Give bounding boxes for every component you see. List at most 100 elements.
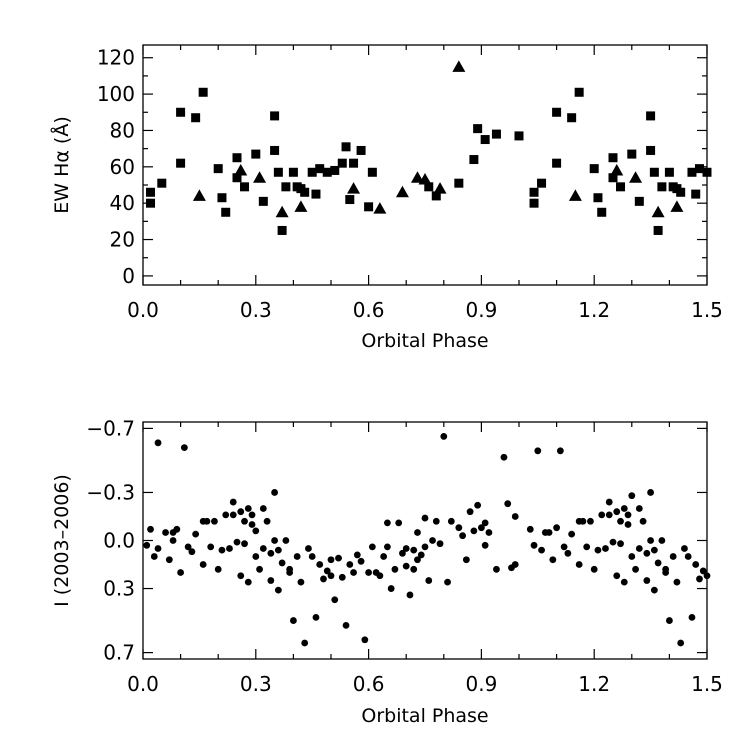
data-point-circle xyxy=(485,529,493,536)
top-panel-y-axis-label: EW Hα (Å) xyxy=(50,116,73,214)
data-point-circle xyxy=(628,553,636,560)
data-point-circle xyxy=(188,548,196,556)
data-point-square xyxy=(251,149,261,159)
data-point-circle xyxy=(305,545,312,552)
data-point-circle xyxy=(274,546,282,554)
data-point-circle xyxy=(481,541,489,549)
data-point-circle xyxy=(692,561,700,568)
data-point-circle xyxy=(696,575,703,583)
data-point-square xyxy=(424,182,434,192)
data-point-square xyxy=(589,164,599,174)
data-point-square xyxy=(288,167,298,177)
x-tick-label: 0.3 xyxy=(240,672,272,696)
data-point-circle xyxy=(252,527,260,535)
data-point-square xyxy=(597,207,607,217)
data-point-square xyxy=(567,113,577,123)
data-point-circle xyxy=(391,565,399,573)
y-tick-label: 0 xyxy=(122,264,135,288)
data-point-circle xyxy=(568,530,576,538)
data-point-square xyxy=(514,131,524,141)
y-tick-label: 60 xyxy=(110,155,135,179)
data-point-square xyxy=(608,173,618,183)
data-point-square xyxy=(337,158,347,168)
data-point-circle xyxy=(406,591,414,599)
data-point-circle xyxy=(549,556,557,564)
data-point-square xyxy=(146,198,156,208)
top-panel-ew-halpha: Orbital Phase EW Hα (Å) 0.0 0.3 0.6 0.9 1.2 1… xyxy=(50,44,723,352)
data-point-circle xyxy=(297,578,305,586)
data-point-triangle xyxy=(433,182,447,194)
data-point-square xyxy=(146,187,156,197)
data-point-circle xyxy=(384,519,391,527)
y-tick-label: 20 xyxy=(110,228,135,252)
data-point-circle xyxy=(613,508,621,516)
data-point-square xyxy=(653,225,663,235)
data-point-square xyxy=(191,113,201,123)
data-point-square xyxy=(232,153,242,163)
data-point-circle xyxy=(308,553,316,560)
data-point-circle xyxy=(587,517,594,525)
data-point-triangle xyxy=(347,182,361,194)
data-point-circle xyxy=(635,545,643,552)
data-point-square xyxy=(273,167,283,177)
data-point-circle xyxy=(617,540,624,548)
data-point-square xyxy=(367,167,377,177)
x-tick-label: 1.5 xyxy=(691,672,723,696)
data-point-square xyxy=(529,187,539,197)
data-point-circle xyxy=(500,453,508,461)
data-point-square xyxy=(676,187,686,197)
data-point-circle xyxy=(252,553,260,560)
data-point-square xyxy=(217,193,227,203)
data-point-circle xyxy=(342,621,350,629)
data-point-circle xyxy=(207,543,215,551)
data-point-square xyxy=(300,187,310,197)
data-point-circle xyxy=(293,553,301,560)
data-point-circle xyxy=(177,569,185,576)
x-tick-label: 0.3 xyxy=(240,298,272,322)
data-point-square xyxy=(646,145,656,155)
data-point-circle xyxy=(478,524,485,532)
y-tick-label: 0.3 xyxy=(103,577,135,601)
data-point-circle xyxy=(316,561,324,568)
data-point-circle xyxy=(327,572,335,580)
data-point-triangle xyxy=(234,163,248,176)
data-point-circle xyxy=(459,532,466,540)
data-point-circle xyxy=(530,541,538,549)
data-point-triangle xyxy=(651,205,665,218)
data-point-circle xyxy=(666,617,673,624)
data-point-circle xyxy=(511,561,519,568)
data-point-square xyxy=(552,158,562,168)
data-point-square xyxy=(322,167,332,177)
data-point-circle xyxy=(632,565,639,573)
data-point-circle xyxy=(350,569,357,576)
data-point-square xyxy=(702,167,712,177)
data-point-circle xyxy=(583,543,591,551)
data-point-circle xyxy=(229,511,237,519)
data-point-square xyxy=(221,207,231,217)
x-tick-label: 0.0 xyxy=(127,672,159,696)
data-point-circle xyxy=(602,545,609,552)
data-point-triangle xyxy=(373,202,387,214)
data-point-circle xyxy=(470,527,478,535)
data-point-circle xyxy=(271,489,278,496)
data-point-square xyxy=(270,111,280,121)
data-point-circle xyxy=(331,596,339,604)
data-point-square xyxy=(593,193,603,203)
data-point-circle xyxy=(154,545,162,552)
data-point-triangle xyxy=(418,173,432,185)
data-point-circle xyxy=(199,561,207,568)
x-tick-label: 0.9 xyxy=(465,298,497,322)
y-tick-label: 100 xyxy=(97,82,135,106)
data-point-circle xyxy=(684,553,692,560)
data-point-circle xyxy=(650,586,658,594)
data-point-square xyxy=(694,164,704,174)
data-point-circle xyxy=(256,565,263,573)
data-point-circle xyxy=(244,505,252,512)
data-point-circle xyxy=(301,639,309,647)
data-point-circle xyxy=(455,524,463,532)
data-point-circle xyxy=(237,508,245,516)
y-tick-label: 80 xyxy=(110,118,135,142)
y-tick-label: 0.7 xyxy=(103,641,135,665)
data-point-circle xyxy=(399,549,406,557)
data-point-circle xyxy=(545,529,553,536)
